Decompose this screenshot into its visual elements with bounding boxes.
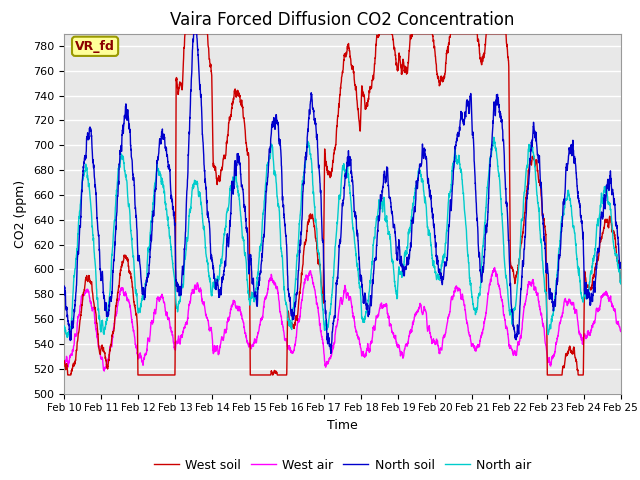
Legend: West soil, West air, North soil, North air: West soil, West air, North soil, North a…: [148, 454, 536, 477]
Line: West soil: West soil: [64, 34, 621, 375]
Line: North soil: North soil: [64, 34, 621, 353]
X-axis label: Time: Time: [327, 419, 358, 432]
Text: VR_fd: VR_fd: [75, 40, 115, 53]
Line: West air: West air: [64, 267, 621, 371]
Y-axis label: CO2 (ppm): CO2 (ppm): [15, 180, 28, 248]
Line: North air: North air: [64, 137, 621, 337]
Title: Vaira Forced Diffusion CO2 Concentration: Vaira Forced Diffusion CO2 Concentration: [170, 11, 515, 29]
